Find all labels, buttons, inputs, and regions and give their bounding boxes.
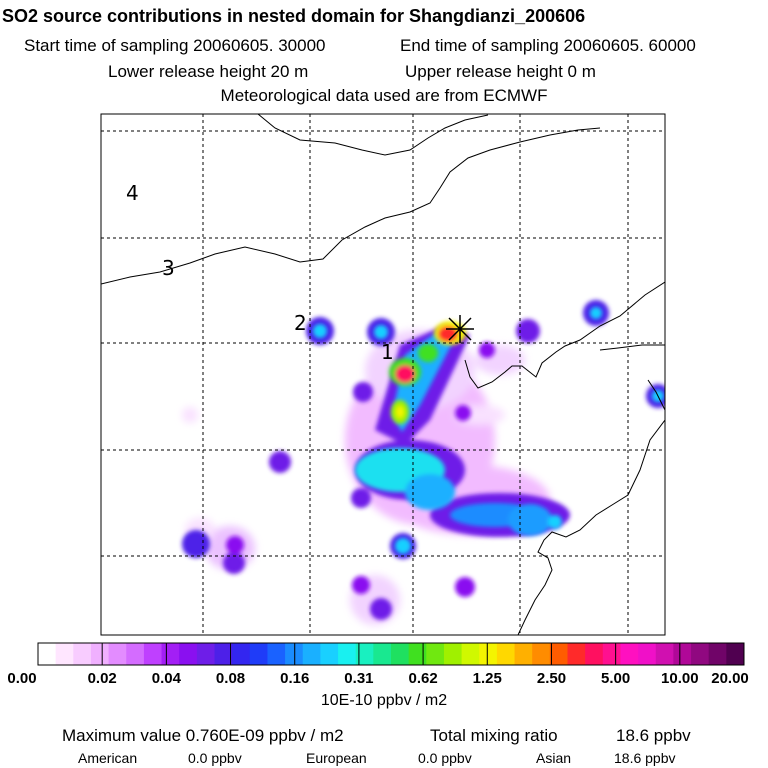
colorbar-cell: [355, 643, 374, 665]
ring-label-4: 4: [126, 181, 139, 205]
colorbar-cell: [108, 643, 127, 665]
total-mixing-ratio-label: Total mixing ratio: [430, 726, 558, 745]
colorbar-tick-label: 0.08: [215, 670, 246, 687]
colorbar-cell: [496, 643, 516, 665]
colorbar-tick-label: 0.00: [7, 670, 37, 687]
colorbar-cell: [38, 643, 57, 665]
colorbar-cell: [90, 643, 110, 665]
colorbar-cell: [602, 643, 621, 665]
colorbar-cell: [655, 643, 674, 665]
concentration-field: [182, 300, 665, 625]
met-data-source: Meteorological data used are from ECMWF: [220, 86, 548, 105]
colorbar-tick-label: 0.02: [87, 670, 117, 687]
colorbar-tick-label: 0.16: [280, 670, 310, 687]
maximum-value: Maximum value 0.760E-09 ppbv / m2: [62, 726, 344, 745]
colorbar-cell: [443, 643, 463, 665]
region-value-asian: 18.6 ppbv: [614, 750, 676, 766]
plot-title: SO2 source contributions in nested domai…: [2, 6, 586, 26]
colorbar-tick-label: 20.00: [711, 670, 749, 687]
colorbar-cell: [708, 643, 727, 665]
region-name-european: European: [306, 750, 367, 766]
total-mixing-ratio-value: 18.6 ppbv: [616, 726, 691, 745]
colorbar-cell: [267, 643, 286, 665]
lower-release-height: Lower release height 20 m: [108, 62, 309, 81]
colorbar-cell: [320, 643, 339, 665]
colorbar-cell: [285, 643, 304, 665]
colorbar-tick-label: 0.04: [151, 670, 181, 687]
colorbar-cell: [232, 643, 251, 665]
colorbar-cell: [391, 643, 410, 665]
colorbar-cell: [461, 643, 480, 665]
region-value-american: 0.0 ppbv: [188, 750, 242, 766]
colorbar-cell: [638, 643, 657, 665]
colorbar-cell: [426, 643, 445, 665]
colorbar-cell: [532, 643, 551, 665]
colorbar-tick-label: 2.50: [536, 670, 567, 687]
colorbar-cell: [726, 643, 745, 665]
colorbar-cell: [620, 643, 639, 665]
colorbar-cell: [373, 643, 392, 665]
lat-lon-grid: [101, 114, 665, 635]
colorbar-tick-label: 1.25: [472, 670, 502, 687]
colorbar-cell: [691, 643, 710, 665]
ring-label-3: 3: [162, 256, 175, 280]
colorbar-cell: [161, 643, 180, 665]
ring-label-1: 1: [381, 340, 394, 364]
colorbar-cell: [249, 643, 268, 665]
colorbar-tick-label: 5.00: [601, 670, 631, 687]
region-value-european: 0.0 ppbv: [418, 750, 472, 766]
start-time: Start time of sampling 20060605. 30000: [24, 36, 326, 55]
colorbar-cell: [408, 643, 427, 665]
end-time: End time of sampling 20060605. 60000: [400, 36, 696, 55]
colorbar-cell: [585, 643, 604, 665]
colorbar-cell: [673, 643, 692, 665]
colorbar-cell: [179, 643, 198, 665]
colorbar-cell: [549, 643, 568, 665]
colorbar-units: 10E-10 ppbv / m2: [320, 692, 448, 709]
colorbar-cell: [338, 643, 357, 665]
upper-release-height: Upper release height 0 m: [405, 62, 596, 81]
colorbar-cell: [479, 643, 498, 665]
colorbar-cell: [196, 643, 215, 665]
ring-label-2: 2: [294, 311, 307, 335]
colorbar-cell: [514, 643, 533, 665]
colorbar-cell: [143, 643, 163, 665]
colorbar-cell: [567, 643, 586, 665]
colorbar-tick-label: 10.00: [661, 670, 699, 687]
region-name-asian: Asian: [536, 750, 572, 766]
colorbar-tick-label: 0.62: [408, 670, 438, 687]
colorbar-cell: [55, 643, 74, 665]
asterisk-icon: [446, 315, 474, 343]
colorbar-cell: [126, 643, 145, 665]
colorbar-cell: [214, 643, 233, 665]
colorbar-frame: [37, 642, 745, 666]
colorbar-cell: [302, 643, 321, 665]
region-name-american: American: [78, 750, 138, 766]
map-frame: [100, 113, 666, 636]
colorbar-cell: [73, 643, 92, 665]
colorbar-tick-label: 0.31: [344, 670, 374, 687]
